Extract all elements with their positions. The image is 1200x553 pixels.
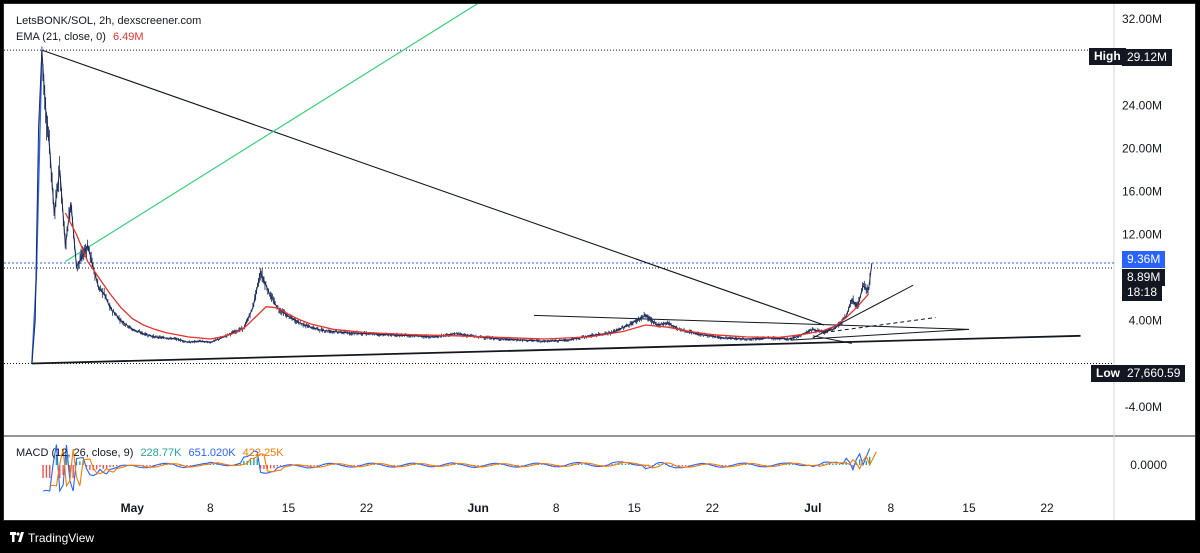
y-tick-label: 4.00M xyxy=(1129,314,1162,328)
macd-line-value: 651.020K xyxy=(188,447,236,459)
projection-dashed-line xyxy=(823,317,936,334)
high-label: High xyxy=(1089,48,1126,65)
low-label: Low xyxy=(1091,365,1125,382)
x-tick-label: 22 xyxy=(1040,501,1054,515)
price-series-line xyxy=(31,50,873,364)
x-tick-label: 22 xyxy=(360,501,374,515)
x-tick-label: Jun xyxy=(467,501,488,515)
series-layer xyxy=(31,50,873,364)
y-tick-label: 24.00M xyxy=(1122,98,1162,112)
tradingview-brand[interactable]: TradingView xyxy=(28,531,95,545)
x-tick-label: 8 xyxy=(553,501,560,515)
footer-bar: TradingView xyxy=(0,521,1200,553)
x-tick-label: Jul xyxy=(804,501,821,515)
countdown-tag: 18:18 xyxy=(1122,284,1163,301)
macd-signal-line xyxy=(49,448,877,488)
x-tick-label: 15 xyxy=(282,501,296,515)
ema-value: 6.49M xyxy=(112,31,144,43)
legend-ema[interactable]: EMA (21, close, 0) 6.49M xyxy=(16,31,148,43)
triangle-upper-line xyxy=(533,314,969,330)
tradingview-logo-icon xyxy=(10,532,24,542)
low-value: 27,660.59 xyxy=(1122,365,1186,382)
chart-frame: 32.00M28.00M24.00M20.00M16.00M12.00M4.00… xyxy=(3,3,1196,521)
x-tick-label: 8 xyxy=(888,501,895,515)
support-trendline xyxy=(31,334,1081,365)
short-line xyxy=(812,335,852,344)
macd-signal-value: 422.25K xyxy=(242,447,284,459)
x-tick-label: 15 xyxy=(628,501,642,515)
x-tick-label: May xyxy=(121,501,145,515)
ema-label: EMA (21, close, 0) xyxy=(16,31,106,43)
y-tick-label: -4.00M xyxy=(1125,400,1162,414)
last-price-tag: 9.36M xyxy=(1122,251,1166,268)
y-tick-label: 12.00M xyxy=(1122,228,1162,242)
ema-series-line xyxy=(64,212,870,340)
y-tick-label: 16.00M xyxy=(1122,184,1162,198)
macd-zero-label: 0.0000 xyxy=(1130,458,1167,472)
legend-pair[interactable]: LetsBONK/SOL, 2h, dexscreener.com xyxy=(16,15,205,27)
x-tick-label: 8 xyxy=(207,501,214,515)
macd-label: MACD (12, 26, close, 9) xyxy=(16,447,134,459)
y-tick-label: 32.00M xyxy=(1122,12,1162,26)
green-trendline xyxy=(65,4,479,262)
pair-title: LetsBONK/SOL, 2h, dexscreener.com xyxy=(16,15,202,27)
axis-layer: 32.00M28.00M24.00M20.00M16.00M12.00M4.00… xyxy=(121,12,1168,515)
prev-price-tag: 8.89M xyxy=(1122,269,1166,286)
x-tick-label: 15 xyxy=(962,501,976,515)
x-tick-label: 22 xyxy=(706,501,720,515)
triangle-lower-line xyxy=(790,328,970,341)
descending-trendline xyxy=(41,49,825,326)
high-value: 29.12M xyxy=(1122,49,1173,66)
legend-macd[interactable]: MACD (12, 26, close, 9) 228.77K 651.020K… xyxy=(16,447,288,459)
grid-layer xyxy=(4,4,1195,520)
drawings-layer xyxy=(31,4,1081,365)
breakout-line xyxy=(812,284,914,339)
y-tick-label: 20.00M xyxy=(1122,141,1162,155)
chart-canvas[interactable]: 32.00M28.00M24.00M20.00M16.00M12.00M4.00… xyxy=(4,4,1196,521)
macd-hist-value: 228.77K xyxy=(140,447,182,459)
macd-layer xyxy=(42,444,877,493)
